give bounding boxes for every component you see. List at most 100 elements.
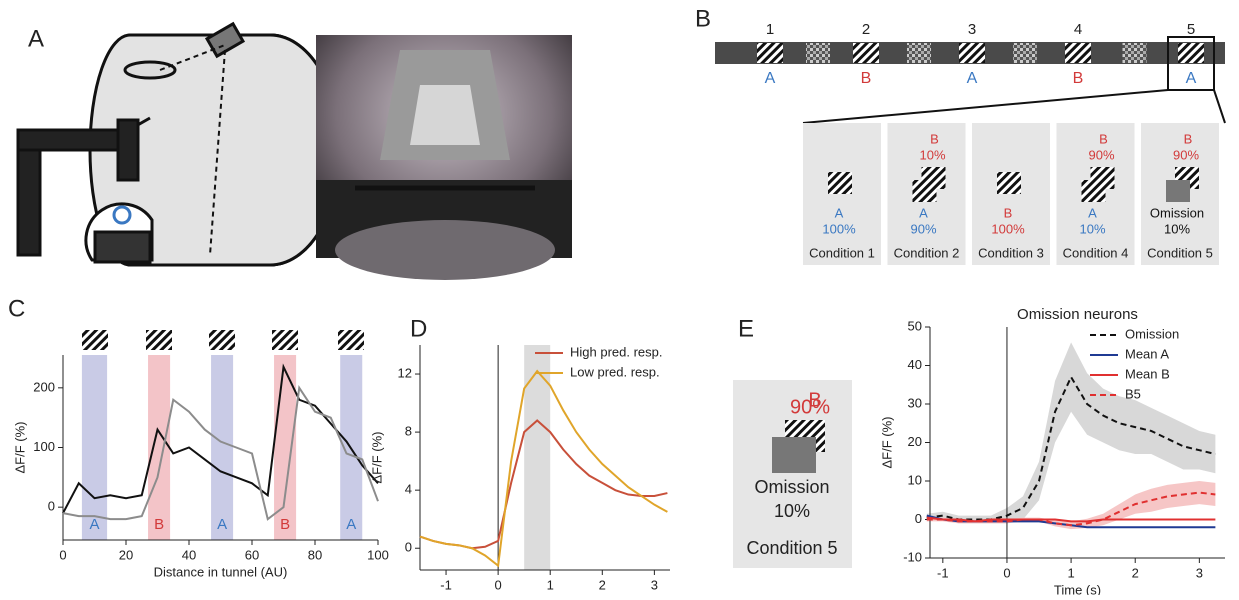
region-label: A xyxy=(346,516,356,533)
position-number: 5 xyxy=(1187,21,1195,38)
condition-bottom-pct: 100% xyxy=(822,221,856,236)
x-tick-label: 2 xyxy=(1132,565,1139,580)
omission xyxy=(1166,180,1190,202)
condition-top: B xyxy=(808,389,821,411)
y-tick-label: 0 xyxy=(915,511,922,526)
condition-bottom: Omission xyxy=(1150,205,1204,220)
legend-label: Low pred. resp. xyxy=(570,364,660,379)
region xyxy=(148,355,171,540)
stimulus-letter: B xyxy=(861,70,872,87)
series-line xyxy=(926,516,1216,523)
condition-top: B xyxy=(1099,131,1108,146)
position-number: 4 xyxy=(1074,21,1082,38)
region-label: A xyxy=(217,516,227,533)
y-axis-label: ΔF/F (%) xyxy=(879,416,894,468)
condition-top: B xyxy=(1184,131,1193,146)
x-axis-label: Time (s) xyxy=(1054,582,1101,595)
legend-label: Mean B xyxy=(1125,366,1170,381)
zoom-line xyxy=(802,89,1169,124)
y-tick-label: 10 xyxy=(908,472,922,487)
condition-top-pct: 90% xyxy=(1088,147,1114,162)
chart-title: Omission neurons xyxy=(1017,306,1138,323)
vr-photo xyxy=(316,35,572,280)
y-tick-label: 12 xyxy=(398,365,412,380)
texture xyxy=(1122,43,1147,63)
y-axis-label: ΔF/F (%) xyxy=(369,431,384,483)
condition-bottom-pct: 10% xyxy=(1079,221,1105,236)
condition-caption: Condition 4 xyxy=(1063,245,1129,260)
series-line xyxy=(62,385,379,521)
x-tick-label: 60 xyxy=(245,547,259,562)
x-tick-label: 0 xyxy=(1003,565,1010,580)
panel-label: D xyxy=(410,315,427,342)
x-tick-label: 100 xyxy=(367,547,389,562)
condition-bottom-pct: 100% xyxy=(991,221,1025,236)
rig-diagram xyxy=(16,21,342,267)
region-label: B xyxy=(280,516,290,533)
x-tick-label: 40 xyxy=(182,547,196,562)
stimulus xyxy=(912,180,937,202)
condition-caption: Condition 1 xyxy=(809,245,875,260)
condition-top: B xyxy=(930,131,939,146)
texture xyxy=(806,43,830,63)
stimulus xyxy=(853,43,879,63)
legend-label: High pred. resp. xyxy=(570,344,663,359)
y-tick-label: 0 xyxy=(405,540,412,555)
panel-label: E xyxy=(738,315,754,342)
y-tick-label: 30 xyxy=(908,395,922,410)
texture xyxy=(907,43,931,63)
y-tick-label: 20 xyxy=(908,434,922,449)
x-tick-label: -1 xyxy=(440,577,452,592)
stimulus xyxy=(1065,43,1091,63)
y-tick-label: 40 xyxy=(908,357,922,372)
y-tick-label: 200 xyxy=(33,379,55,394)
series-line xyxy=(419,369,668,568)
x-tick-label: 0 xyxy=(59,547,66,562)
condition-bottom: A xyxy=(1088,205,1097,220)
region xyxy=(524,345,551,570)
x-tick-label: 3 xyxy=(651,577,658,592)
condition-bottom: A xyxy=(919,205,928,220)
position-number: 3 xyxy=(968,21,976,38)
condition-caption: Condition 2 xyxy=(894,245,960,260)
stimulus-letter: A xyxy=(765,70,776,87)
y-axis-label: ΔF/F (%) xyxy=(12,421,27,473)
condition-bottom-pct: 10% xyxy=(1164,221,1190,236)
panel-label: C xyxy=(8,295,25,322)
legend-label: Mean A xyxy=(1125,346,1169,361)
x-tick-label: 3 xyxy=(1196,565,1203,580)
y-tick-label: 8 xyxy=(405,424,412,439)
region-label: B xyxy=(154,516,164,533)
condition-caption: Condition 3 xyxy=(978,245,1044,260)
condition-bottom: B xyxy=(1004,205,1013,220)
stimulus xyxy=(1178,43,1204,63)
y-tick-label: 4 xyxy=(405,482,412,497)
panel-label: B xyxy=(695,5,711,32)
y-tick-label: -10 xyxy=(903,549,922,564)
y-tick-label: 100 xyxy=(33,439,55,454)
y-tick-label: 50 xyxy=(908,318,922,333)
x-tick-label: 20 xyxy=(119,547,133,562)
condition-bottom: Omission xyxy=(754,477,829,497)
series-line xyxy=(926,491,1216,527)
x-tick-label: 2 xyxy=(599,577,606,592)
x-tick-label: 1 xyxy=(547,577,554,592)
region xyxy=(211,355,234,540)
stimulus-letter: A xyxy=(1186,70,1197,87)
condition-top-pct: 90% xyxy=(1173,147,1199,162)
condition-box: B 90% Omission 10% Condition 5 xyxy=(733,380,852,568)
condition-bottom: A xyxy=(835,205,844,220)
panel-label: A xyxy=(28,25,44,52)
x-tick-label: -1 xyxy=(937,565,949,580)
region xyxy=(81,355,108,540)
x-axis-label: Distance in tunnel (AU) xyxy=(154,564,288,579)
stimulus-letter: B xyxy=(1073,70,1084,87)
condition-caption: Condition 5 xyxy=(1147,245,1213,260)
condition-caption: Condition 5 xyxy=(746,538,837,558)
condition-top-pct: 10% xyxy=(919,147,945,162)
condition-top-pct: 90% xyxy=(790,396,830,418)
error-band xyxy=(926,481,1216,530)
stimulus xyxy=(997,172,1021,194)
position-number: 2 xyxy=(862,21,870,38)
